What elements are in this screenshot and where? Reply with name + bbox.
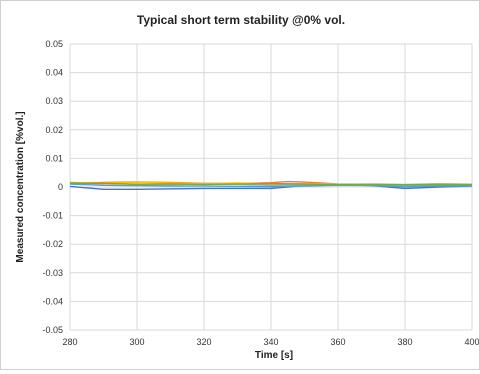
y-tick-label: 0.05 [45,39,63,49]
line-chart: Typical short term stability @0% vol. 0.… [15,13,480,361]
y-tick-label: 0.02 [45,125,63,135]
y-tick-label: -0.01 [42,211,63,221]
x-tick-labels: 280 300 320 340 360 380 400 [62,337,479,347]
x-tick-label: 340 [263,337,278,347]
y-tick-label: 0 [58,182,63,192]
x-tick-label: 300 [129,337,144,347]
y-axis-label: Measured concentration [%vol.] [15,111,26,262]
y-tick-label: -0.04 [42,296,63,306]
x-tick-label: 400 [464,337,479,347]
x-tick-label: 280 [62,337,77,347]
x-tick-label: 360 [330,337,345,347]
x-tick-label: 320 [196,337,211,347]
x-axis-label: Time [s] [255,350,293,361]
series-line-6 [69,182,473,186]
y-tick-label: -0.03 [42,268,63,278]
y-tick-label: -0.02 [42,239,63,249]
y-tick-label: -0.05 [42,325,63,335]
y-tick-label: 0.03 [45,96,63,106]
chart-title: Typical short term stability @0% vol. [137,13,345,27]
series-lines [69,180,473,191]
y-tick-labels: 0.05 0.04 0.03 0.02 0.01 0 -0.01 -0.02 -0.03 -0.0… [42,39,63,335]
series-line-5 [69,183,473,188]
y-tick-label: 0.04 [45,68,63,78]
x-tick-label: 380 [397,337,412,347]
y-tick-label: 0.01 [45,153,63,163]
